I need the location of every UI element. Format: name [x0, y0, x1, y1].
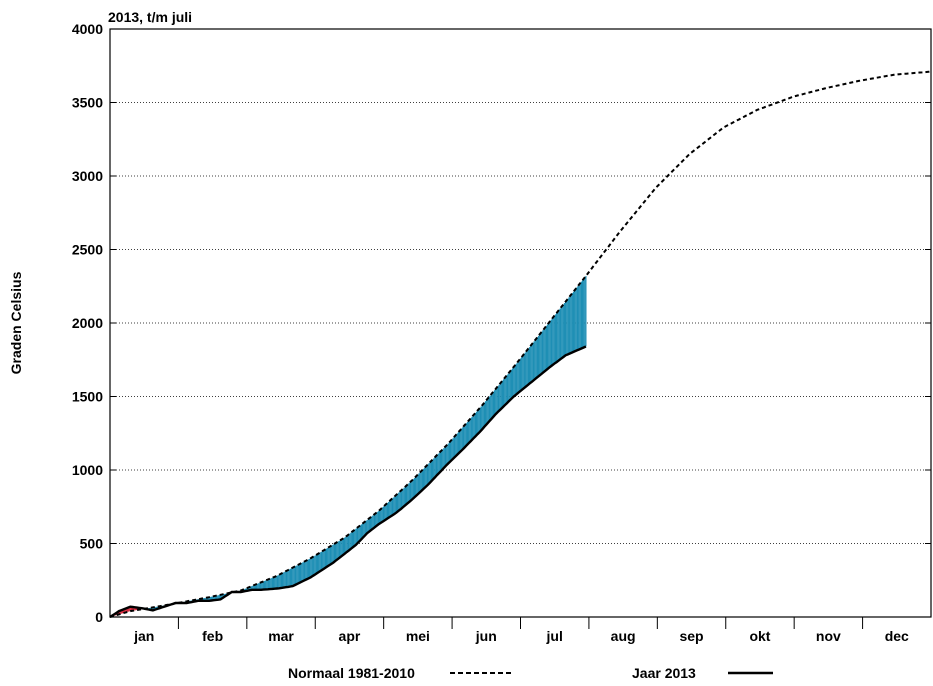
y-tick-label: 0 [95, 609, 103, 625]
x-tick-label: mar [268, 628, 294, 644]
y-tick-label: 2000 [72, 315, 103, 331]
series-lines [109, 70, 932, 619]
x-tick-label: mei [406, 628, 430, 644]
x-tick-label: jun [475, 628, 497, 644]
y-tick-label: 1500 [72, 389, 103, 405]
chart-title: 2013, t/m juli [108, 9, 192, 25]
x-tick-label: okt [749, 628, 770, 644]
y-tick-label: 3000 [72, 168, 103, 184]
x-tick-label: jul [546, 628, 563, 644]
y-tick-label: 3500 [72, 95, 103, 111]
y-axis-ticks: 0 500 1000 1500 2000 2500 3000 3500 4000 [72, 21, 931, 625]
y-tick-label: 2500 [72, 242, 103, 258]
grid-lines [110, 102, 931, 544]
legend-year-label: Jaar 2013 [632, 665, 696, 681]
legend: Normaal 1981-2010 Jaar 2013 [288, 665, 773, 681]
x-tick-label: apr [339, 628, 361, 644]
y-tick-label: 4000 [72, 21, 103, 37]
x-axis-ticks: jan feb mar apr mei jun jul aug sep okt nov dec [133, 617, 909, 644]
series-line-normaal [109, 70, 932, 618]
x-tick-label: nov [816, 628, 841, 644]
y-axis-label: Graden Celsius [8, 271, 24, 374]
x-tick-label: jan [133, 628, 154, 644]
legend-normal-label: Normaal 1981-2010 [288, 665, 415, 681]
y-tick-label: 500 [80, 536, 104, 552]
difference-fill [110, 275, 587, 617]
x-tick-label: sep [679, 628, 703, 644]
x-tick-label: aug [611, 628, 636, 644]
x-tick-label: feb [202, 628, 223, 644]
y-tick-label: 1000 [72, 462, 103, 478]
series-line-jaar-2013 [109, 345, 587, 619]
x-tick-label: dec [885, 628, 909, 644]
